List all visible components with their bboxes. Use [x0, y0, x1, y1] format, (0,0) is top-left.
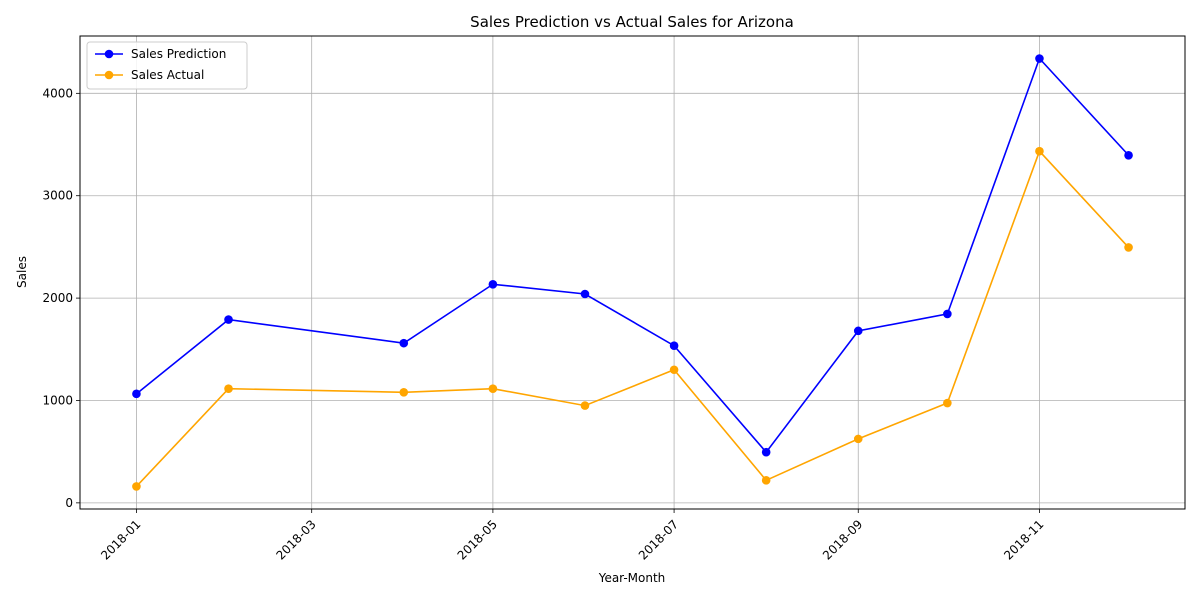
sales-actual-point [224, 384, 233, 394]
sales-actual-point [669, 365, 679, 375]
sales-actual-point [488, 384, 498, 394]
legend-box [86, 41, 248, 90]
sales-prediction-point [853, 326, 863, 336]
sales-actual-point [580, 401, 590, 410]
x-tick-label: 2018-09 [820, 517, 865, 562]
y-tick-label: 0 [65, 496, 73, 510]
sales-prediction-point [943, 309, 952, 319]
chart-title: Sales Prediction vs Actual Sales for Ari… [470, 13, 794, 31]
legend-label-sales-prediction: Sales Prediction [131, 47, 226, 61]
y-tick-label: 3000 [42, 189, 73, 203]
sales-prediction-point [488, 279, 498, 289]
sales-prediction-point [1035, 54, 1044, 63]
x-tick-label: 2018-11 [1001, 517, 1046, 562]
sales-prediction-point [1124, 150, 1133, 160]
sales-actual-point [399, 387, 409, 397]
legend: Sales Prediction Sales Actual [86, 41, 248, 90]
y-tick-label: 1000 [42, 393, 73, 407]
legend-marker-sales-prediction [104, 49, 114, 59]
y-axis-label: Sales [15, 256, 29, 288]
sales-actual-point [132, 482, 141, 491]
sales-actual-point [761, 476, 771, 485]
x-tick-label: 2018-05 [455, 517, 500, 562]
sales-prediction-line [135, 57, 1130, 454]
y-tick-label: 2000 [42, 291, 73, 305]
legend-label-sales-actual: Sales Actual [131, 68, 204, 82]
grid [80, 36, 1185, 509]
legend-marker-sales-actual [104, 70, 114, 80]
y-tick-label: 4000 [42, 86, 73, 100]
sales-actual-line [135, 149, 1130, 488]
sales-actual-point [1124, 243, 1133, 252]
sales-prediction-point [224, 315, 233, 324]
sales-prediction-point [580, 289, 590, 299]
x-tick-label: 2018-01 [98, 517, 143, 562]
x-axis-label: Year-Month [598, 571, 666, 585]
plot-frame [79, 35, 1186, 510]
sales-actual-point [943, 398, 952, 408]
sales-prediction-point [399, 338, 409, 348]
sales-prediction-point [761, 447, 771, 457]
sales-actual-point [1035, 146, 1044, 156]
series-layer [132, 54, 1133, 491]
x-tick-label: 2018-03 [273, 517, 318, 562]
sales-prediction-point [132, 389, 141, 399]
sales-prediction-point [669, 341, 679, 351]
x-tick-label: 2018-07 [636, 517, 681, 562]
sales-actual-point [853, 434, 863, 444]
